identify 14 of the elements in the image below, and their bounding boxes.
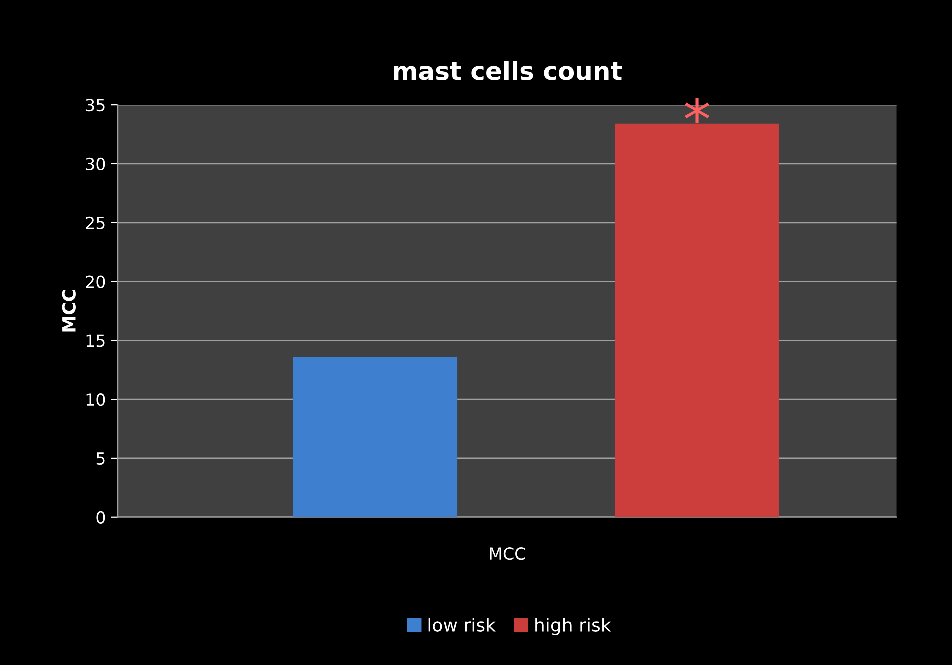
y-tick-label: 15 [86, 334, 105, 348]
y-tick-label: 30 [86, 158, 106, 171]
legend-label: low risk [428, 618, 496, 632]
y-tick-label: 35 [86, 99, 105, 112]
y-tick-label: 5 [96, 452, 105, 466]
y-tick-label: 0 [96, 511, 106, 524]
y-tick-label: 25 [86, 216, 105, 230]
y-axis-title: MCC [62, 290, 76, 332]
annotation: * [685, 98, 710, 124]
y-tick-label: 10 [86, 394, 106, 406]
chart-title: mast cells count [394, 61, 622, 80]
legend-label: high risk [536, 618, 612, 636]
y-tick-label: 20 [86, 276, 106, 288]
x-axis-title: MCC [490, 548, 526, 560]
